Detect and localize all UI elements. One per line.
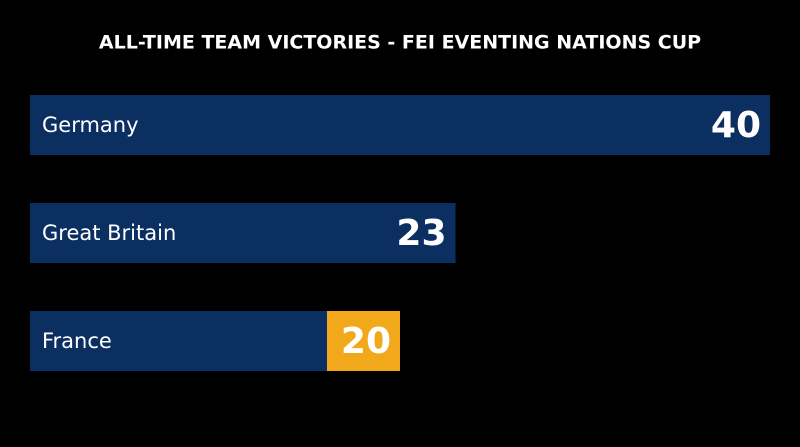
bar <box>30 95 770 155</box>
value-label: 23 <box>396 213 446 254</box>
value-label: 40 <box>711 105 761 146</box>
chart-title: ALL-TIME TEAM VICTORIES - FEI EVENTING N… <box>99 32 701 54</box>
bar <box>30 203 456 263</box>
category-label: Germany <box>42 113 139 137</box>
value-highlight <box>327 311 400 371</box>
category-label: France <box>42 329 112 353</box>
value-label: 20 <box>341 321 391 362</box>
category-label: Great Britain <box>42 221 176 245</box>
